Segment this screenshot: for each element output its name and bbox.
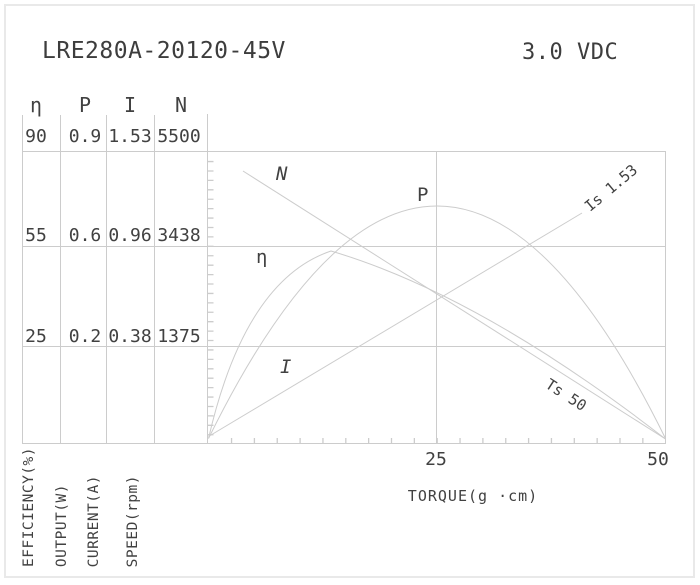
speed-curve (242, 170, 666, 440)
current-curve (208, 212, 583, 437)
x-axis-title: TORQUE(g ·cm) (407, 487, 539, 505)
table-cell-n-3: 1375 (157, 326, 201, 347)
table-cell-eta-3: 25 (25, 326, 47, 347)
power-curve-label: P (417, 184, 429, 206)
col-header-speed: N (174, 93, 188, 117)
col-header-current: I (123, 93, 137, 117)
col-header-efficiency: η (29, 93, 43, 117)
x-tick-25: 25 (425, 449, 447, 470)
table-cell-p-1: 0.9 (68, 126, 102, 147)
efficiency-curve (208, 250, 666, 440)
speed-curve-label: N (276, 163, 288, 185)
y-axis-title-output: OUTPUT(W) (54, 483, 70, 567)
table-cell-i-2: 0.96 (108, 225, 152, 246)
x-tick-50: 50 (647, 449, 669, 470)
table-cell-n-1: 5500 (157, 126, 201, 147)
table-cell-p-2: 0.6 (68, 225, 102, 246)
y-axis-title-speed: SPEED(rpm) (125, 474, 141, 567)
table-cell-i-3: 0.38 (108, 326, 152, 347)
y-axis-title-efficiency: EFFICIENCY(%) (21, 447, 37, 567)
table-cell-eta-1: 90 (25, 126, 47, 147)
power-curve (208, 205, 666, 439)
page-title: LRE280A-20120-45V (42, 38, 286, 64)
y-axis-title-current: CURRENT(A) (86, 474, 102, 567)
table-cell-eta-2: 55 (25, 225, 47, 246)
page-border (4, 4, 695, 578)
table-cell-n-2: 3438 (157, 225, 201, 246)
current-curve-label: I (280, 356, 292, 378)
efficiency-curve-label: η (256, 246, 268, 268)
table-cell-i-1: 1.53 (108, 126, 152, 147)
table-cell-p-3: 0.2 (68, 326, 102, 347)
col-header-power: P (78, 93, 92, 117)
voltage-label: 3.0 VDC (522, 40, 619, 65)
